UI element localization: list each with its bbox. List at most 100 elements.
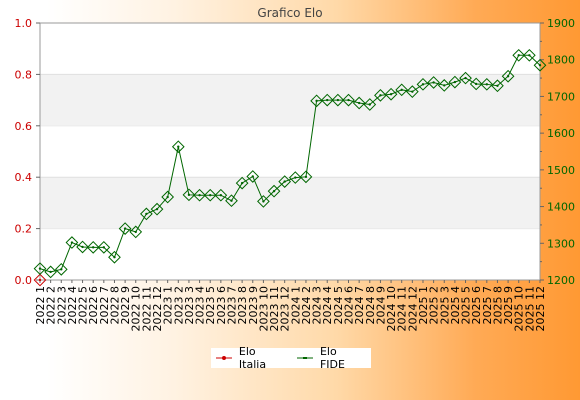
data-point-center bbox=[38, 278, 42, 282]
data-point-center bbox=[102, 246, 106, 249]
data-point-center bbox=[464, 76, 467, 80]
data-point-center bbox=[304, 175, 308, 179]
data-point bbox=[448, 75, 462, 89]
x-tick-label: 2025 3 bbox=[438, 286, 451, 325]
legend-item-elo-fide: Elo FIDE bbox=[296, 345, 365, 371]
data-point bbox=[374, 88, 387, 102]
x-tick-label: 2025 10 bbox=[513, 286, 526, 332]
y-left-tick-label: 0.0 bbox=[15, 274, 33, 287]
x-tick-label: 2023 2 bbox=[172, 286, 185, 325]
data-point bbox=[246, 170, 260, 183]
x-tick-label: 2024 6 bbox=[343, 286, 356, 325]
data-point bbox=[405, 85, 419, 99]
data-point-center bbox=[251, 175, 254, 178]
x-tick-label: 2024 5 bbox=[332, 286, 345, 325]
x-tick-label: 2024 10 bbox=[385, 286, 398, 332]
y-right-tick-label: 1500 bbox=[547, 164, 575, 177]
data-point-center bbox=[272, 189, 276, 193]
data-point-center bbox=[240, 181, 244, 185]
data-point-center bbox=[155, 207, 159, 211]
data-point bbox=[76, 240, 89, 254]
data-point bbox=[214, 188, 228, 202]
data-point-center bbox=[326, 98, 329, 102]
data-point bbox=[33, 273, 47, 287]
x-tick-label: 2022 1 bbox=[34, 286, 47, 325]
x-tick-label: 2022 4 bbox=[66, 286, 79, 325]
x-tick-label: 2023 1 bbox=[162, 286, 175, 325]
x-tick-label: 2024 12 bbox=[406, 286, 419, 332]
data-point bbox=[427, 76, 440, 89]
y-left-tick-label: 0.4 bbox=[15, 171, 33, 184]
x-tick-label: 2023 7 bbox=[225, 286, 238, 325]
data-point-center bbox=[198, 193, 201, 197]
x-tick-label: 2024 3 bbox=[311, 286, 324, 325]
y-left-tick-label: 0.8 bbox=[15, 68, 33, 81]
data-point-center bbox=[379, 94, 382, 97]
x-tick-label: 2025 1 bbox=[417, 286, 430, 325]
data-point-center bbox=[411, 90, 414, 93]
data-point bbox=[416, 77, 430, 91]
series-line bbox=[39, 54, 541, 273]
data-point-center bbox=[91, 246, 95, 249]
y-left-tick-label: 1.0 bbox=[15, 17, 33, 30]
y-right-tick-label: 1700 bbox=[547, 90, 575, 103]
legend-label: Elo Italia bbox=[238, 345, 267, 371]
data-point-center bbox=[517, 54, 520, 57]
x-tick-label: 2025 2 bbox=[428, 286, 441, 325]
data-point-center bbox=[81, 245, 84, 249]
data-point bbox=[86, 240, 100, 254]
data-point bbox=[193, 188, 206, 202]
data-point-center bbox=[123, 227, 127, 230]
data-point-center bbox=[496, 84, 499, 87]
data-point-center bbox=[538, 64, 542, 67]
legend-swatch-red-icon bbox=[216, 356, 232, 360]
data-point-center bbox=[49, 270, 52, 274]
x-tick-label: 2023 12 bbox=[279, 286, 292, 332]
data-point-center bbox=[230, 199, 233, 202]
data-point bbox=[320, 93, 334, 107]
x-tick-label: 2022 11 bbox=[140, 286, 153, 332]
data-point-center bbox=[485, 83, 489, 86]
data-point bbox=[310, 94, 323, 108]
x-tick-label: 2025 4 bbox=[449, 286, 462, 325]
x-tick-label: 2022 10 bbox=[130, 286, 143, 332]
data-point-center bbox=[187, 193, 191, 197]
data-point-center bbox=[443, 84, 446, 87]
data-point bbox=[267, 184, 281, 198]
data-point bbox=[44, 265, 58, 279]
data-point bbox=[129, 225, 143, 239]
data-point-center bbox=[134, 230, 137, 234]
data-point-center bbox=[357, 101, 361, 105]
y-right-tick-label: 1600 bbox=[547, 127, 575, 140]
data-point bbox=[150, 202, 164, 216]
data-point-center bbox=[453, 80, 457, 84]
data-point-center bbox=[315, 99, 318, 103]
x-tick-label: 2023 5 bbox=[204, 286, 217, 325]
x-tick-label: 2022 7 bbox=[98, 286, 111, 325]
data-point-center bbox=[70, 241, 74, 244]
data-point-center bbox=[166, 195, 169, 199]
x-tick-label: 2024 9 bbox=[374, 286, 387, 325]
x-tick-label: 2024 11 bbox=[396, 286, 409, 332]
legend: Elo Italia Elo FIDE bbox=[211, 345, 371, 371]
x-tick-label: 2024 1 bbox=[289, 286, 302, 325]
chart-title: Grafico Elo bbox=[257, 6, 322, 20]
x-tick-label: 2024 2 bbox=[300, 286, 313, 325]
data-point bbox=[235, 176, 249, 190]
y-right-tick-label: 1300 bbox=[547, 237, 575, 250]
data-point-center bbox=[528, 54, 531, 57]
x-tick-label: 2022 2 bbox=[45, 286, 58, 325]
data-point-center bbox=[38, 267, 42, 270]
data-point bbox=[108, 250, 121, 264]
data-point-center bbox=[113, 256, 116, 259]
data-point bbox=[299, 170, 313, 184]
x-tick-label: 2023 11 bbox=[268, 286, 281, 332]
data-point bbox=[491, 79, 504, 93]
data-point bbox=[257, 195, 270, 208]
y-right-tick-label: 1900 bbox=[547, 17, 575, 30]
data-point bbox=[140, 207, 153, 221]
data-point-center bbox=[506, 75, 510, 78]
data-point bbox=[512, 48, 526, 62]
